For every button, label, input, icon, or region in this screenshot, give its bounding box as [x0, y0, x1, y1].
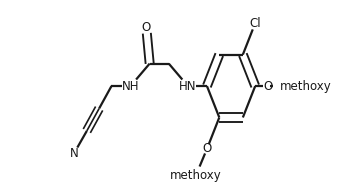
- Text: HN: HN: [179, 79, 197, 93]
- Text: Cl: Cl: [250, 17, 261, 30]
- Text: methoxy: methoxy: [170, 169, 221, 182]
- Text: O: O: [142, 21, 151, 34]
- Text: O: O: [263, 79, 272, 93]
- Text: N: N: [69, 147, 78, 160]
- Text: O: O: [202, 142, 212, 155]
- Text: NH: NH: [122, 79, 139, 93]
- Text: methoxy: methoxy: [280, 79, 332, 93]
